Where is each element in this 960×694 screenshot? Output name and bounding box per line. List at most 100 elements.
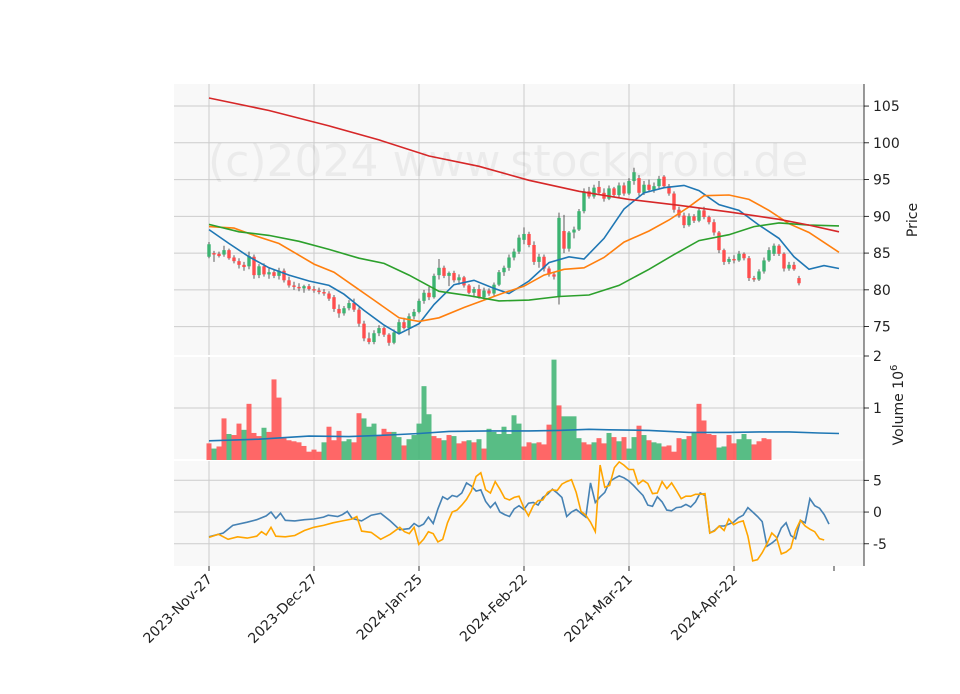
candle xyxy=(547,266,551,277)
candle-body xyxy=(502,267,506,273)
candle-body xyxy=(537,256,541,262)
candle-body xyxy=(462,277,466,286)
candle xyxy=(557,212,561,305)
candle xyxy=(737,250,741,262)
volume-bar xyxy=(226,434,232,460)
candle xyxy=(612,186,616,198)
candle-body xyxy=(707,217,711,223)
candle-body xyxy=(257,266,261,276)
price-tick-label: 90 xyxy=(873,209,891,225)
volume-bar xyxy=(271,379,277,460)
candle-body xyxy=(422,292,426,301)
volume-bar xyxy=(326,426,332,460)
volume-bar xyxy=(321,442,327,460)
candle-body xyxy=(392,332,396,343)
volume-bar xyxy=(566,416,572,460)
candle xyxy=(617,182,621,198)
candle-body xyxy=(397,322,401,333)
candle xyxy=(792,261,796,271)
price-tick-label: 100 xyxy=(873,136,900,152)
candle-body xyxy=(322,292,326,294)
candle xyxy=(672,191,676,213)
volume-bar xyxy=(486,428,492,460)
price-series-line xyxy=(208,97,840,233)
volume-bar xyxy=(251,432,257,460)
candle xyxy=(247,251,251,270)
volume-bar xyxy=(316,451,322,460)
volume-bar xyxy=(541,444,547,460)
price-tick-label: 105 xyxy=(873,99,900,115)
candle xyxy=(767,247,771,262)
candle xyxy=(697,207,701,223)
candle-body xyxy=(347,303,351,309)
candle xyxy=(437,258,441,280)
candle xyxy=(742,252,746,261)
volume-bar xyxy=(291,441,297,460)
volume-bar xyxy=(441,440,447,460)
volume-panel xyxy=(206,359,840,460)
volume-bar xyxy=(691,432,697,460)
volume-bar xyxy=(361,418,367,460)
candle xyxy=(757,269,761,282)
candle xyxy=(682,212,686,229)
price-tick-label: 80 xyxy=(873,283,891,299)
volume-bar xyxy=(761,438,767,460)
candle xyxy=(392,329,396,345)
volume-bar xyxy=(606,432,612,460)
price-tick-label: 95 xyxy=(873,173,891,189)
candle-body xyxy=(362,323,366,339)
oscillator-tick-label: 5 xyxy=(873,473,882,489)
volume-bar xyxy=(311,449,317,460)
candle-body xyxy=(207,244,211,257)
volume-bar xyxy=(236,423,242,460)
candle-body xyxy=(697,210,701,221)
volume-bar xyxy=(681,439,687,460)
candle xyxy=(397,319,401,334)
candle xyxy=(622,182,626,196)
volume-bar xyxy=(366,426,372,460)
candle xyxy=(707,215,711,225)
candle xyxy=(657,175,661,189)
volume-bar xyxy=(426,414,432,460)
oscillator-tick-label: 0 xyxy=(873,505,882,521)
volume-bar xyxy=(456,443,462,460)
candle-body xyxy=(292,285,296,287)
volume-bar xyxy=(756,441,762,460)
candle-body xyxy=(727,258,731,262)
candle xyxy=(297,283,301,292)
candle-body xyxy=(752,278,756,280)
candle xyxy=(727,256,731,265)
candle xyxy=(632,167,636,185)
candle-body xyxy=(317,290,321,293)
candle-body xyxy=(287,280,291,286)
candle-body xyxy=(457,277,461,281)
candle-body xyxy=(647,184,651,190)
candle-body xyxy=(327,293,331,299)
volume-bar xyxy=(381,428,387,460)
volume-bar xyxy=(466,440,472,460)
candle xyxy=(282,268,286,283)
volume-bar xyxy=(751,444,757,460)
volume-bar xyxy=(571,416,577,460)
volume-bar xyxy=(581,442,587,460)
candle-body xyxy=(777,245,781,254)
candle xyxy=(277,267,281,280)
candle-body xyxy=(417,300,421,312)
volume-bar xyxy=(436,438,442,460)
volume-bar xyxy=(701,420,707,460)
candle-body xyxy=(567,232,571,249)
candle-body xyxy=(757,271,761,280)
price-axis-title: Price xyxy=(905,203,921,237)
candle-body xyxy=(532,244,536,262)
volume-bar xyxy=(766,439,772,460)
candle-body xyxy=(237,261,241,265)
candle-body xyxy=(267,272,271,275)
volume-bar xyxy=(376,435,382,460)
candle-body xyxy=(632,172,636,182)
candle xyxy=(267,268,271,279)
candle-body xyxy=(722,250,726,262)
volume-bar xyxy=(601,443,607,460)
candle-body xyxy=(332,297,336,309)
candle-body xyxy=(517,237,521,252)
volume-bar xyxy=(641,435,647,460)
